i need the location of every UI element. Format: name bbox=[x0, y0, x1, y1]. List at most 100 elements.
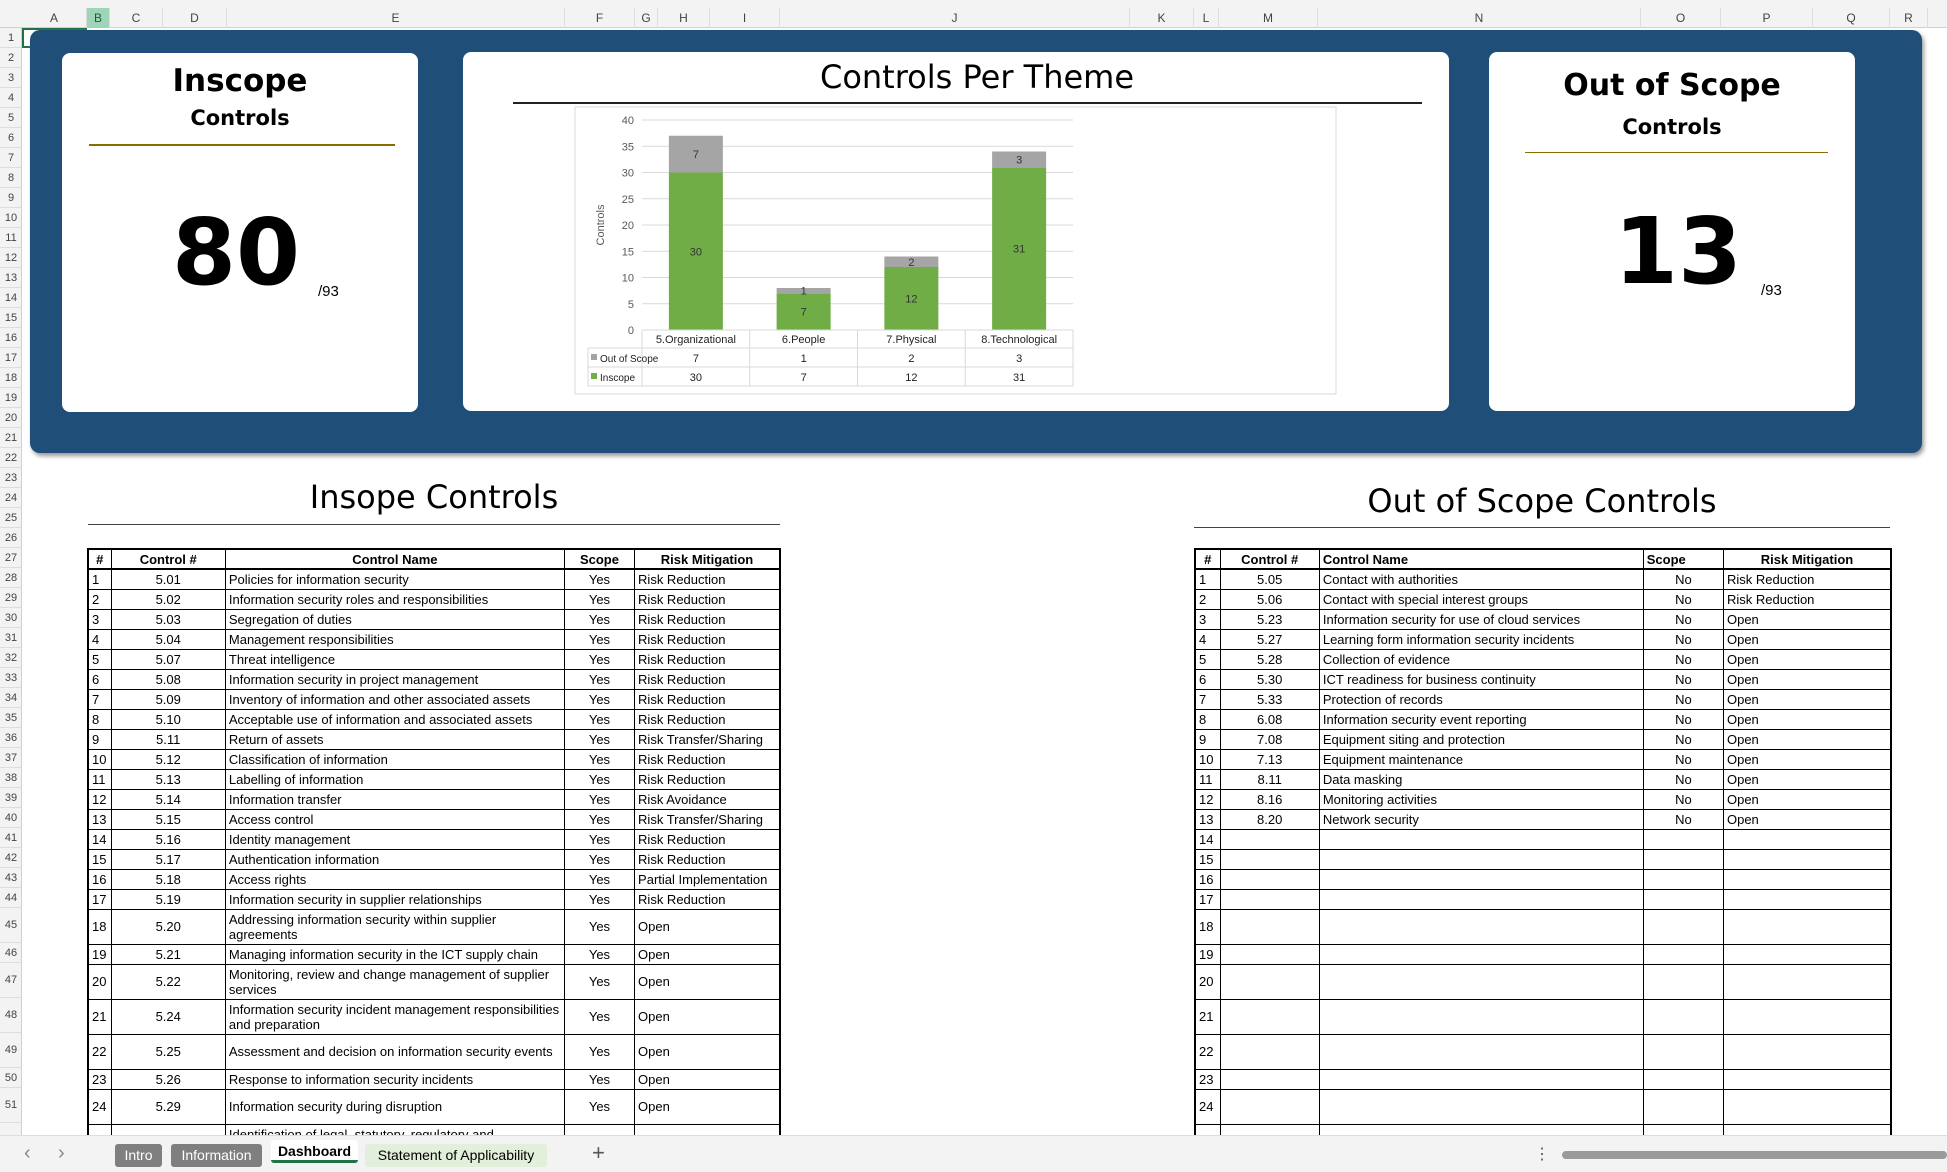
risk-mitigation-cell[interactable]: Open bbox=[1722, 608, 1892, 630]
risk-mitigation-cell[interactable]: Risk Transfer/Sharing bbox=[634, 728, 781, 750]
scope-cell[interactable]: Yes bbox=[563, 608, 636, 630]
risk-mitigation-cell[interactable] bbox=[1722, 888, 1892, 910]
row-header-20[interactable]: 20 bbox=[0, 408, 21, 428]
scope-cell[interactable] bbox=[1642, 828, 1724, 850]
control-name-cell[interactable]: Segregation of duties bbox=[224, 608, 565, 630]
row-number-cell[interactable]: 8 bbox=[1194, 708, 1221, 730]
scope-cell[interactable] bbox=[1642, 848, 1724, 870]
table-row[interactable]: 19 bbox=[1194, 943, 1892, 965]
control-id-cell[interactable]: 8.11 bbox=[1219, 768, 1320, 790]
table-row[interactable]: 6 5.08 Information security in project man… bbox=[87, 668, 781, 690]
column-header-O[interactable]: O bbox=[1641, 8, 1721, 28]
risk-mitigation-cell[interactable]: Risk Reduction bbox=[634, 668, 781, 690]
table-row[interactable]: 23 5.26 Response to information security i… bbox=[87, 1068, 781, 1090]
control-name-cell[interactable]: Equipment siting and protection bbox=[1318, 728, 1644, 750]
table-row[interactable]: 10 7.13 Equipment maintenance No Open bbox=[1194, 748, 1892, 770]
risk-mitigation-cell[interactable]: Risk Reduction bbox=[634, 628, 781, 650]
scope-cell[interactable]: Yes bbox=[563, 588, 636, 610]
risk-mitigation-cell[interactable]: Risk Reduction bbox=[634, 828, 781, 850]
row-number-cell[interactable]: 18 bbox=[87, 908, 112, 945]
column-header-J[interactable]: J bbox=[780, 8, 1130, 28]
control-id-cell[interactable]: 7.13 bbox=[1219, 748, 1320, 770]
control-id-cell[interactable]: 5.18 bbox=[110, 868, 226, 890]
risk-mitigation-cell[interactable]: Risk Avoidance bbox=[634, 788, 781, 810]
control-id-cell[interactable]: 5.23 bbox=[1219, 608, 1320, 630]
control-name-cell[interactable]: Authentication information bbox=[224, 848, 565, 870]
table-row[interactable]: 255.31Identification of legal, statutory… bbox=[87, 1123, 781, 1135]
row-header-12[interactable]: 12 bbox=[0, 248, 21, 268]
column-header-P[interactable]: P bbox=[1721, 8, 1813, 28]
row-number-cell[interactable]: 19 bbox=[1194, 943, 1221, 965]
row-number-cell[interactable]: 15 bbox=[87, 848, 112, 870]
risk-mitigation-cell[interactable]: Open bbox=[1722, 788, 1892, 810]
risk-mitigation-cell[interactable] bbox=[1722, 868, 1892, 890]
row-header-33[interactable]: 33 bbox=[0, 668, 21, 688]
control-id-cell[interactable]: 5.14 bbox=[110, 788, 226, 810]
row-number-cell[interactable]: 21 bbox=[1194, 998, 1221, 1035]
row-header-31[interactable]: 31 bbox=[0, 628, 21, 648]
row-number-cell[interactable]: 8 bbox=[87, 708, 112, 730]
row-number-cell[interactable]: 22 bbox=[87, 1033, 112, 1070]
risk-mitigation-cell[interactable]: Risk Reduction bbox=[634, 588, 781, 610]
control-id-cell[interactable]: 5.30 bbox=[1219, 668, 1320, 690]
row-header-25[interactable]: 25 bbox=[0, 508, 21, 528]
row-number-cell[interactable]: 5 bbox=[87, 648, 112, 670]
control-id-cell[interactable]: 5.28 bbox=[1219, 648, 1320, 670]
more-options-icon[interactable]: ⋮ bbox=[1534, 1146, 1550, 1163]
control-id-cell[interactable] bbox=[1219, 963, 1320, 1000]
row-header-19[interactable]: 19 bbox=[0, 388, 21, 408]
control-id-cell[interactable]: 5.22 bbox=[110, 963, 226, 1000]
row-header-38[interactable]: 38 bbox=[0, 768, 21, 788]
risk-mitigation-cell[interactable]: Open bbox=[1722, 808, 1892, 830]
tab-dashboard[interactable]: Dashboard bbox=[271, 1140, 358, 1163]
scope-cell[interactable]: Yes bbox=[563, 1068, 636, 1090]
scope-cell[interactable]: Yes bbox=[563, 808, 636, 830]
scope-cell[interactable]: Yes bbox=[563, 908, 636, 945]
scope-cell[interactable]: Yes bbox=[563, 688, 636, 710]
scope-cell[interactable]: Yes bbox=[563, 628, 636, 650]
table-row[interactable]: 10 5.12 Classification of information Yes Ri… bbox=[87, 748, 781, 770]
tab-statement-of-applicability[interactable]: Statement of Applicability bbox=[365, 1144, 547, 1167]
control-id-cell[interactable]: 5.21 bbox=[110, 943, 226, 965]
scope-cell[interactable]: Yes bbox=[563, 668, 636, 690]
control-id-cell[interactable]: 5.33 bbox=[1219, 688, 1320, 710]
column-header-N[interactable]: N bbox=[1318, 8, 1641, 28]
table-row[interactable]: 13 8.20 Network security No Open bbox=[1194, 808, 1892, 830]
control-name-cell[interactable]: Inventory of information and other assoc… bbox=[224, 688, 565, 710]
row-number-cell[interactable]: 21 bbox=[87, 998, 112, 1035]
control-name-cell[interactable] bbox=[1318, 848, 1644, 870]
table-row[interactable]: 8 5.10 Acceptable use of information and a… bbox=[87, 708, 781, 730]
risk-mitigation-cell[interactable]: Risk Reduction bbox=[634, 768, 781, 790]
row-header-13[interactable]: 13 bbox=[0, 268, 21, 288]
scope-cell[interactable] bbox=[1642, 1068, 1724, 1090]
row-header-40[interactable]: 40 bbox=[0, 808, 21, 828]
control-id-cell[interactable]: 5.16 bbox=[110, 828, 226, 850]
scope-cell[interactable] bbox=[1642, 1123, 1724, 1135]
control-name-cell[interactable] bbox=[1318, 888, 1644, 910]
control-id-cell[interactable] bbox=[1219, 828, 1320, 850]
control-name-cell[interactable]: Access control bbox=[224, 808, 565, 830]
row-header-8[interactable]: 8 bbox=[0, 168, 21, 188]
row-header-34[interactable]: 34 bbox=[0, 688, 21, 708]
control-name-cell[interactable] bbox=[1318, 1068, 1644, 1090]
row-header-51[interactable]: 51 bbox=[0, 1088, 21, 1123]
risk-mitigation-cell[interactable] bbox=[1722, 1068, 1892, 1090]
table-row[interactable]: 8 6.08 Information security event reportin… bbox=[1194, 708, 1892, 730]
control-id-cell[interactable]: 5.31 bbox=[110, 1123, 226, 1135]
table-row[interactable]: 25 bbox=[1194, 1123, 1892, 1135]
column-header-I[interactable]: I bbox=[710, 8, 780, 28]
control-name-cell[interactable]: Learning form information security incid… bbox=[1318, 628, 1644, 650]
table-row[interactable]: 21 bbox=[1194, 998, 1892, 1035]
row-number-cell[interactable]: 15 bbox=[1194, 848, 1221, 870]
risk-mitigation-cell[interactable]: Open bbox=[1722, 728, 1892, 750]
control-id-cell[interactable]: 5.13 bbox=[110, 768, 226, 790]
control-id-cell[interactable]: 5.12 bbox=[110, 748, 226, 770]
row-header-3[interactable]: 3 bbox=[0, 68, 21, 88]
row-number-cell[interactable]: 16 bbox=[87, 868, 112, 890]
control-name-cell[interactable]: Policies for information security bbox=[224, 568, 565, 590]
column-header-F[interactable]: F bbox=[565, 8, 635, 28]
scope-cell[interactable]: Yes bbox=[563, 828, 636, 850]
row-number-cell[interactable]: 20 bbox=[87, 963, 112, 1000]
table-row[interactable]: 18 5.20 Addressing information security wi… bbox=[87, 908, 781, 945]
scope-cell[interactable]: Yes bbox=[563, 1033, 636, 1070]
